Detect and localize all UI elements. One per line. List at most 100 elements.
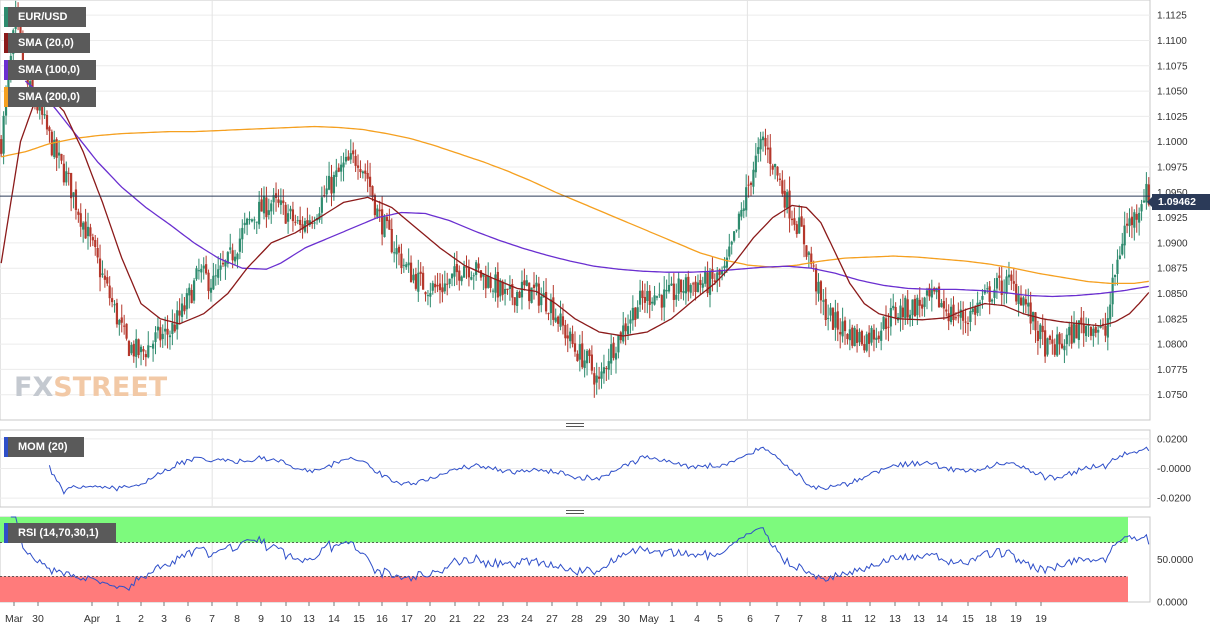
candle-body [877, 335, 880, 340]
candle-body [243, 222, 246, 226]
candle-body [718, 269, 721, 275]
legend-pair[interactable]: EUR/USD [4, 7, 86, 27]
candle-body [776, 166, 779, 176]
price-tick-label: 1.0975 [1157, 162, 1188, 173]
candle-body [472, 275, 475, 277]
momentum-line [48, 446, 1150, 495]
price-tick-label: 1.1125 [1157, 11, 1187, 22]
candle-body [684, 277, 688, 294]
candle-body [581, 343, 584, 368]
candle-body [154, 332, 157, 343]
mom-tick-label: -0.0000 [1157, 464, 1191, 475]
candle-body [258, 201, 261, 225]
candle-body [465, 266, 468, 268]
candle-body [139, 346, 143, 353]
candle-body [962, 311, 965, 321]
legend-rsi[interactable]: RSI (14,70,30,1) [4, 523, 116, 543]
candle-body [1017, 294, 1020, 305]
x-tick-label: 6 [747, 613, 753, 625]
candle-body [571, 333, 574, 344]
candle-body [417, 272, 420, 292]
candle-body [528, 282, 531, 302]
candle-body [1039, 324, 1042, 340]
candle-body [1147, 184, 1150, 205]
x-tick-label: 18 [985, 613, 997, 625]
candle-body [183, 305, 186, 312]
x-tick-label: Apr [84, 613, 101, 625]
candle-body [812, 265, 815, 267]
candle-body [340, 164, 343, 172]
candle-body [1116, 259, 1119, 274]
candle-body [508, 285, 512, 289]
candle-body [108, 285, 111, 299]
price-tick-label: 1.0775 [1157, 365, 1188, 376]
candle-body [70, 172, 73, 199]
candle-body [197, 270, 200, 272]
candle-body [1048, 335, 1052, 340]
candle-body [834, 312, 837, 328]
candle-body [424, 292, 427, 295]
rsi-oversold-zone [0, 576, 1128, 602]
candle-body [1053, 344, 1056, 355]
mom-tick-label: 0.0200 [1157, 434, 1188, 445]
candle-body [593, 373, 596, 385]
legend-sma20[interactable]: SMA (20,0) [4, 33, 90, 53]
candle-body [660, 295, 663, 308]
candle-body [313, 222, 316, 224]
candle-body [368, 176, 372, 187]
candle-body [687, 276, 690, 292]
candle-body [846, 334, 849, 340]
candle-body [224, 261, 227, 267]
x-tick-label: 30 [32, 613, 44, 625]
candle-body [407, 262, 410, 266]
candle-body [1097, 329, 1100, 333]
candle-body [909, 314, 912, 319]
candle-body [120, 317, 123, 323]
candle-body [564, 324, 567, 339]
candle-body [272, 195, 275, 203]
candle-body [1041, 325, 1044, 333]
candle-body [205, 264, 208, 274]
candle-body [1070, 324, 1073, 344]
candle-body [1138, 212, 1141, 223]
candle-body [858, 331, 861, 343]
candle-body [168, 335, 172, 338]
candle-body [865, 334, 868, 351]
candle-body [800, 216, 803, 227]
candle-body [21, 43, 25, 68]
candle-body [590, 354, 593, 371]
candle-body [159, 327, 162, 341]
legend-sma100[interactable]: SMA (100,0) [4, 60, 96, 80]
candle-body [371, 186, 374, 198]
candle-body [913, 298, 917, 317]
moving-averages [0, 80, 1150, 337]
candle-body [911, 299, 914, 316]
x-tick-label: 19 [1010, 613, 1022, 625]
candle-body [1056, 334, 1059, 356]
candle-body [405, 264, 408, 268]
pane-separators[interactable] [566, 423, 584, 514]
candle-body [716, 272, 719, 282]
candle-body [728, 246, 731, 257]
x-tick-label: 20 [424, 613, 436, 625]
legend-sma200[interactable]: SMA (200,0) [4, 87, 96, 107]
candle-body [667, 284, 671, 292]
candle-body [795, 224, 798, 235]
candle-body [848, 329, 851, 341]
candle-body [925, 290, 929, 296]
candle-body [863, 343, 866, 351]
legend-mom[interactable]: MOM (20) [4, 437, 84, 457]
candle-body [930, 288, 933, 298]
candle-body [802, 225, 806, 245]
candle-body [233, 256, 237, 262]
candle-body [57, 152, 61, 156]
candle-body [887, 326, 890, 328]
candle-body [708, 271, 712, 295]
candle-body [1128, 218, 1131, 227]
candle-body [535, 282, 538, 287]
candle-body [103, 275, 106, 280]
candle-body [829, 307, 832, 316]
candle-body [7, 73, 10, 97]
candle-body [704, 271, 707, 284]
candle-body [663, 289, 666, 308]
